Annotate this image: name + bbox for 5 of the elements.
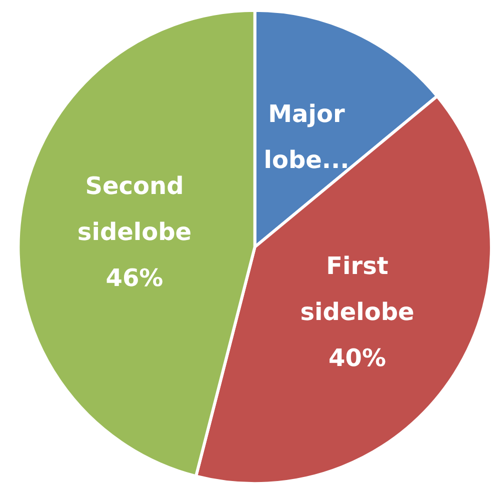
data-label: 46% <box>106 264 164 292</box>
slice-label: Second sidelobe <box>77 172 192 246</box>
data-label: 40% <box>328 344 386 372</box>
slice-label: Major lobe... <box>264 100 350 174</box>
slice-label: First sidelobe <box>300 252 414 326</box>
